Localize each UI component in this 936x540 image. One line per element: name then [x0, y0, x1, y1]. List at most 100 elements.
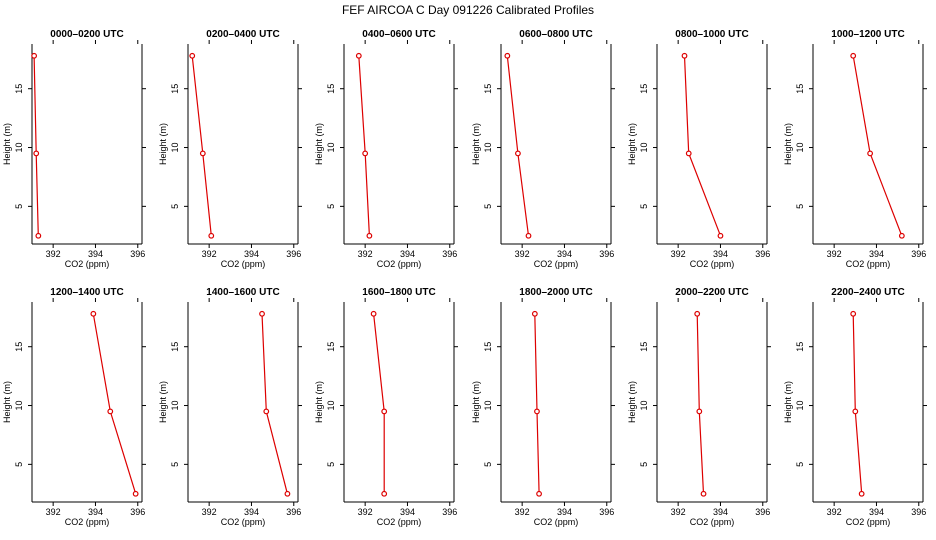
data-point — [536, 490, 542, 497]
y-tick-label: 15 — [170, 84, 180, 94]
y-axis-label: Height (m) — [783, 381, 793, 423]
x-tick-label: 392 — [202, 507, 217, 517]
x-axis-label: CO2 (ppm) — [690, 259, 735, 269]
x-tick-label: 396 — [755, 507, 770, 517]
y-tick-label: 10 — [14, 401, 24, 411]
y-tick-label: 15 — [639, 84, 649, 94]
y-axis-label: Height (m) — [314, 123, 324, 165]
panel-title: 1800–2000 UTC — [519, 287, 592, 298]
y-tick-label: 5 — [795, 462, 805, 467]
data-point — [852, 408, 859, 415]
x-tick-label: 396 — [286, 249, 301, 259]
y-tick-label: 15 — [326, 84, 336, 94]
data-point — [381, 408, 388, 415]
x-tick-label: 396 — [755, 249, 770, 259]
panels-group: 0000–0200 UTC 392 394 396 5 10 15 CO2 (ppm) Heig… — [2, 29, 927, 527]
y-tick-label: 10 — [170, 401, 180, 411]
x-axis-label: CO2 (ppm) — [221, 517, 266, 527]
x-tick-label: 394 — [88, 249, 103, 259]
y-axis-label: Height (m) — [314, 381, 324, 423]
panel: 0800–1000 UTC 392 394 396 5 10 15 CO2 (ppm) Heig… — [627, 29, 771, 269]
x-tick-label: 394 — [400, 507, 415, 517]
profile-line — [852, 55, 903, 237]
x-axis-label: CO2 (ppm) — [377, 259, 422, 269]
x-tick-label: 394 — [400, 249, 415, 259]
y-tick-label: 10 — [326, 401, 336, 411]
x-axis-label: CO2 (ppm) — [846, 259, 891, 269]
panel-title: 1000–1200 UTC — [831, 29, 904, 40]
x-axis-label: CO2 (ppm) — [846, 517, 891, 527]
panel-title: 0400–0600 UTC — [362, 29, 435, 40]
y-axis-label: Height (m) — [471, 123, 481, 165]
panel: 0200–0400 UTC 392 394 396 5 10 15 CO2 (ppm) Heig… — [158, 29, 302, 269]
x-tick-label: 396 — [130, 507, 145, 517]
panel: 1000–1200 UTC 392 394 396 5 10 15 CO2 (ppm) Heig… — [783, 29, 927, 269]
data-point — [504, 52, 511, 59]
data-point — [355, 52, 362, 59]
panel: 0400–0600 UTC 392 394 396 5 10 15 CO2 (ppm) Heig… — [314, 29, 458, 269]
y-tick-label: 15 — [483, 342, 493, 352]
x-tick-label: 396 — [599, 249, 614, 259]
data-point — [696, 408, 703, 415]
data-point — [35, 232, 42, 239]
y-tick-label: 15 — [639, 342, 649, 352]
data-point — [685, 150, 692, 157]
x-tick-label: 392 — [46, 507, 61, 517]
panel-title: 2200–2400 UTC — [831, 287, 904, 298]
y-tick-label: 15 — [14, 84, 24, 94]
y-axis-label: Height (m) — [158, 381, 168, 423]
y-tick-label: 5 — [483, 462, 493, 467]
x-axis-label: CO2 (ppm) — [377, 517, 422, 527]
data-point — [515, 150, 521, 157]
profile-line — [92, 313, 137, 494]
y-axis-label: Height (m) — [158, 123, 168, 165]
panel-title: 0200–0400 UTC — [206, 29, 279, 40]
profile-line — [852, 313, 863, 494]
profile-line — [358, 55, 370, 236]
y-tick-label: 15 — [170, 342, 180, 352]
profile-line — [261, 313, 288, 494]
y-tick-label: 5 — [483, 204, 493, 209]
y-tick-label: 10 — [795, 143, 805, 153]
profile-line — [33, 55, 39, 236]
panel-title: 2000–2200 UTC — [675, 287, 748, 298]
y-axis-label: Height (m) — [2, 123, 12, 165]
profile-line — [191, 55, 212, 236]
y-axis-label: Height (m) — [783, 123, 793, 165]
data-point — [381, 490, 388, 497]
panel: 1800–2000 UTC 392 394 396 5 10 15 CO2 (ppm) Heig… — [471, 287, 615, 527]
data-point — [362, 150, 369, 157]
data-point — [534, 408, 540, 415]
x-tick-label: 396 — [286, 507, 301, 517]
profile-line — [534, 313, 540, 494]
data-point — [189, 52, 196, 59]
x-tick-label: 396 — [911, 507, 926, 517]
data-point — [681, 52, 688, 59]
data-point — [370, 310, 377, 317]
panel-title: 1600–1800 UTC — [362, 287, 435, 298]
x-tick-label: 394 — [244, 249, 259, 259]
y-tick-label: 10 — [639, 401, 649, 411]
data-point — [284, 490, 291, 497]
y-tick-label: 15 — [483, 84, 493, 94]
x-tick-label: 394 — [869, 507, 884, 517]
data-point — [90, 310, 97, 317]
x-axis-label: CO2 (ppm) — [534, 517, 579, 527]
x-tick-label: 396 — [599, 507, 614, 517]
x-tick-label: 392 — [671, 507, 686, 517]
x-tick-label: 394 — [244, 507, 259, 517]
x-tick-label: 394 — [557, 507, 572, 517]
data-point — [263, 408, 270, 415]
y-tick-label: 5 — [326, 204, 336, 209]
profile-line — [683, 55, 722, 237]
x-tick-label: 392 — [671, 249, 686, 259]
y-tick-label: 15 — [795, 342, 805, 352]
data-point — [107, 408, 114, 415]
data-point — [717, 232, 724, 239]
y-axis-label: Height (m) — [471, 381, 481, 423]
x-tick-label: 392 — [827, 249, 842, 259]
x-tick-label: 396 — [442, 249, 457, 259]
y-tick-label: 10 — [483, 143, 493, 153]
x-tick-label: 392 — [358, 507, 373, 517]
